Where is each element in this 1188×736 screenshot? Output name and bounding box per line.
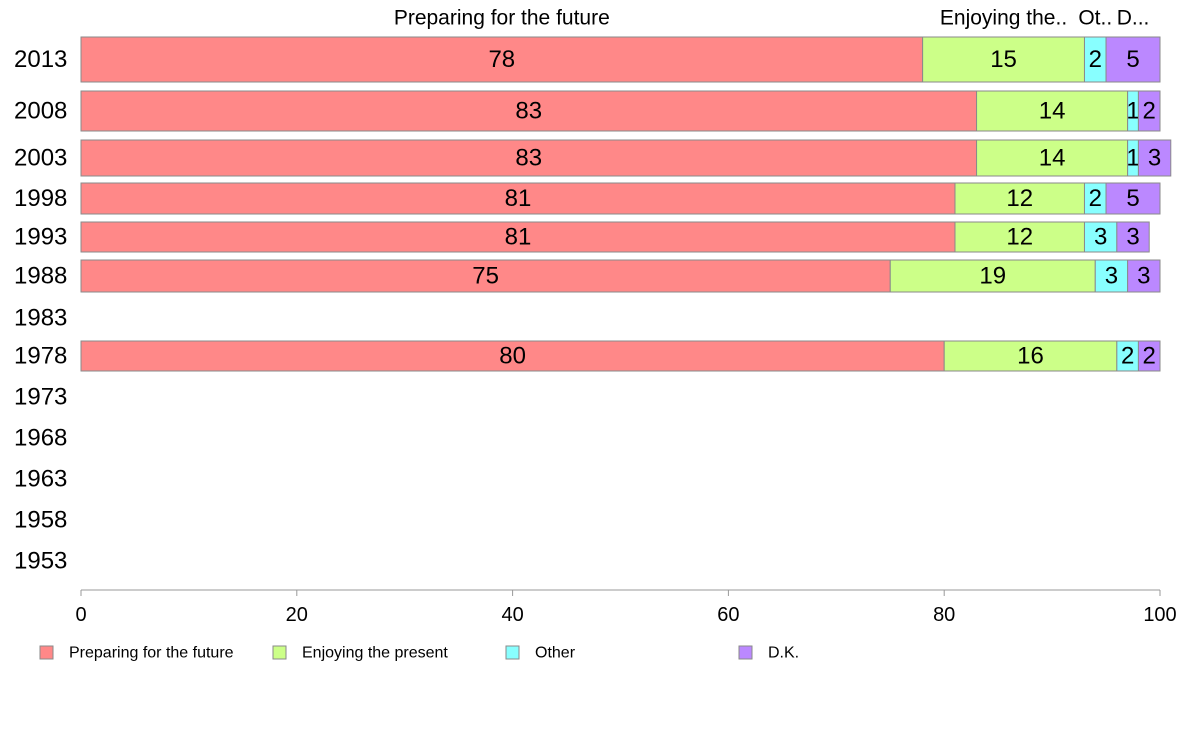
data-label-d-k-1993: 3 [1126,224,1139,251]
legend-swatch-d-k [738,645,753,660]
legend-label-preparing-for-the-future: Preparing for the future [69,645,234,662]
data-label-preparing-for-the-future-2013: 78 [488,46,515,73]
x-tick-label-0: 0 [75,604,86,626]
column-header-d-k: D... [1117,7,1150,30]
data-label-d-k-2013: 5 [1126,46,1139,73]
x-tick-label-60: 60 [717,604,739,626]
legend: Preparing for the future Enjoying the pre… [39,645,799,662]
data-label-other-2013: 2 [1089,46,1102,73]
data-label-d-k-1998: 5 [1126,185,1139,212]
column-header-enjoying-the-present: Enjoying the.. [940,7,1067,30]
bar-other-1993 [1083,221,1118,253]
x-tick-label-80: 80 [933,604,955,626]
bar-enjoying-the-present-1998 [954,182,1085,215]
bar-d-k-2013 [1105,36,1161,83]
bar-d-k-1998 [1105,182,1161,215]
bar-enjoying-the-present-2008 [976,90,1129,132]
bar-preparing-for-the-future-1988 [80,259,891,293]
y-tick-label-1978: 1978 [14,343,67,370]
y-tick-label-1963: 1963 [14,466,67,493]
legend-swatch-other [505,645,520,660]
column-headers: Preparing for the future Enjoying the.. Ot… [394,7,1150,30]
y-tick-label-1958: 1958 [14,507,67,534]
x-tick-label-20: 20 [286,604,308,626]
data-label-preparing-for-the-future-1998: 81 [505,185,532,212]
data-label-other-1998: 2 [1089,185,1102,212]
bar-d-k-1993 [1116,221,1150,253]
y-tick-label-1988: 1988 [14,263,67,290]
legend-label-d-k: D.K. [768,645,799,662]
bar-enjoying-the-present-1993 [954,221,1085,253]
data-label-enjoying-the-present-1993: 12 [1006,224,1033,251]
data-label-enjoying-the-present-1988: 19 [979,263,1006,290]
bar-preparing-for-the-future-2008 [80,90,978,132]
bar-d-k-2008 [1137,90,1161,132]
legend-swatch-enjoying-the-present [272,645,287,660]
y-tick-label-1993: 1993 [14,224,67,251]
data-label-other-2008: 1 [1126,98,1139,125]
data-label-enjoying-the-present-1998: 12 [1006,185,1033,212]
x-tick-label-100: 100 [1143,604,1176,626]
data-label-enjoying-the-present-2008: 14 [1039,98,1066,125]
data-label-other-1978: 2 [1121,343,1134,370]
legend-label-enjoying-the-present: Enjoying the present [302,645,448,662]
bar-d-k-1988 [1127,259,1161,293]
y-tick-label-1973: 1973 [14,384,67,411]
data-label-preparing-for-the-future-1978: 80 [499,343,526,370]
data-label-preparing-for-the-future-2008: 83 [515,98,542,125]
bar-d-k-2003 [1137,139,1172,177]
data-label-enjoying-the-present-2013: 15 [990,46,1017,73]
bar-enjoying-the-present-2003 [976,139,1129,177]
data-label-other-2003: 1 [1126,145,1139,172]
y-tick-label-2003: 2003 [14,145,67,172]
data-label-d-k-1978: 2 [1143,343,1156,370]
y-tick-label-2013: 2013 [14,46,67,73]
bar-enjoying-the-present-2013 [922,36,1085,83]
data-label-d-k-1988: 3 [1137,263,1150,290]
data-label-preparing-for-the-future-2003: 83 [515,145,542,172]
bar-other-1988 [1094,259,1129,293]
x-axis: 0 20 40 60 80 100 [75,589,1177,626]
bar-enjoying-the-present-1988 [889,259,1096,293]
y-tick-label-1968: 1968 [14,425,67,452]
column-header-other: Ot.. [1078,7,1112,30]
bars: 78 15 2 583 14 1 283 14 1 381 12 2 581 12 3 375 19 3 380 16… [80,36,1172,372]
bar-enjoying-the-present-1978 [943,340,1118,372]
y-axis-labels: 2013 2008 2003 1998 1993 1988 1983 1978 1973 1968… [14,46,67,575]
bar-d-k-1978 [1137,340,1161,372]
bar-preparing-for-the-future-1993 [80,221,956,253]
bar-preparing-for-the-future-2003 [80,139,978,177]
data-label-other-1993: 3 [1094,224,1107,251]
column-header-preparing-for-the-future: Preparing for the future [394,7,610,30]
legend-label-other: Other [535,645,576,662]
data-label-preparing-for-the-future-1993: 81 [505,224,532,251]
bar-preparing-for-the-future-2013 [80,36,924,83]
x-tick-label-40: 40 [501,604,523,626]
y-tick-label-2008: 2008 [14,98,67,125]
y-tick-label-1998: 1998 [14,185,67,212]
legend-swatch-preparing-for-the-future [39,645,54,660]
data-label-enjoying-the-present-1978: 16 [1017,343,1044,370]
y-tick-label-1983: 1983 [14,305,67,332]
data-label-d-k-2008: 2 [1143,98,1156,125]
data-label-other-1988: 3 [1105,263,1118,290]
data-label-preparing-for-the-future-1988: 75 [472,263,499,290]
data-label-enjoying-the-present-2003: 14 [1039,145,1066,172]
y-tick-label-1953: 1953 [14,548,67,575]
data-label-d-k-2003: 3 [1148,145,1161,172]
